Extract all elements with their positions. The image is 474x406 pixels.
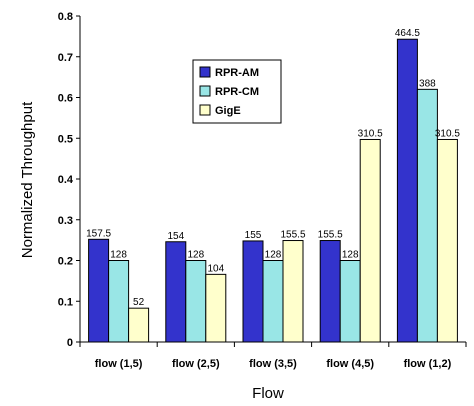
data-label-rpr-am-5: 464.5 [395,28,420,39]
legend-swatch-rpr-cm [199,85,211,97]
data-label-rpr-am-2: 154 [167,231,184,242]
bar-gige-2 [205,273,227,343]
y-tick-label-6: 0.6 [58,93,73,105]
data-label-gige-3: 155.5 [280,230,305,241]
y-axis-title: Normalized Throughput [19,101,36,258]
y-tick-label-2: 0.2 [58,256,73,268]
x-tick-label-3: flow (3,5) [249,358,297,370]
bar-rpr-am-4 [319,240,341,343]
y-tick-label-0: 0 [67,337,73,349]
y-tick-label-5: 0.5 [58,133,73,145]
bar-rpr-cm-3 [262,260,284,343]
data-label-rpr-cm-2: 128 [187,250,204,261]
x-tick-label-5: flow (1,2) [404,358,452,370]
x-tick-label-1: flow (1,5) [95,358,143,370]
axes-layer [76,15,467,347]
bar-rpr-cm-1 [108,260,130,343]
legend-swatch-gige [199,104,211,116]
bar-gige-4 [359,138,381,343]
x-tick-label-2: flow (2,5) [172,358,220,370]
x-tick-label-4: flow (4,5) [326,358,374,370]
data-label-rpr-cm-1: 128 [110,250,127,261]
legend: RPR-AM RPR-CM GigE [192,59,282,124]
y-tick-label-3: 0.3 [58,215,73,227]
bar-rpr-am-2 [165,241,187,343]
x-axis-title: Flow [252,385,284,402]
legend-label-gige: GigE [215,105,241,117]
bar-gige-1 [128,307,150,343]
bar-rpr-am-3 [242,240,264,343]
bar-rpr-cm-2 [185,260,207,343]
bar-rpr-am-5 [396,38,418,343]
y-tick-label-4: 0.4 [58,174,74,186]
bar-rpr-am-1 [88,238,110,343]
bar-rpr-cm-5 [416,88,438,343]
legend-swatch-rpr-am [199,66,211,78]
data-label-gige-1: 52 [133,297,145,308]
data-label-rpr-am-3: 155 [245,230,262,241]
bar-gige-3 [282,240,304,343]
data-label-rpr-cm-3: 128 [265,250,282,261]
y-tick-label-1: 0.1 [58,296,73,308]
data-label-gige-4: 310.5 [358,128,383,139]
y-tick-label-7: 0.7 [58,52,73,64]
bar-gige-5 [436,138,458,343]
y-tick-label-8: 0.8 [58,11,73,23]
bar-rpr-cm-4 [339,260,361,343]
data-label-gige-5: 310.5 [435,128,460,139]
data-label-rpr-am-1: 157.5 [86,228,111,239]
data-label-rpr-cm-4: 128 [342,250,359,261]
legend-label-rpr-cm: RPR-CM [215,86,259,98]
data-label-rpr-am-4: 155.5 [318,230,343,241]
data-label-rpr-cm-5: 388 [419,78,436,89]
data-label-gige-2: 104 [207,263,224,274]
legend-label-rpr-am: RPR-AM [215,67,259,79]
